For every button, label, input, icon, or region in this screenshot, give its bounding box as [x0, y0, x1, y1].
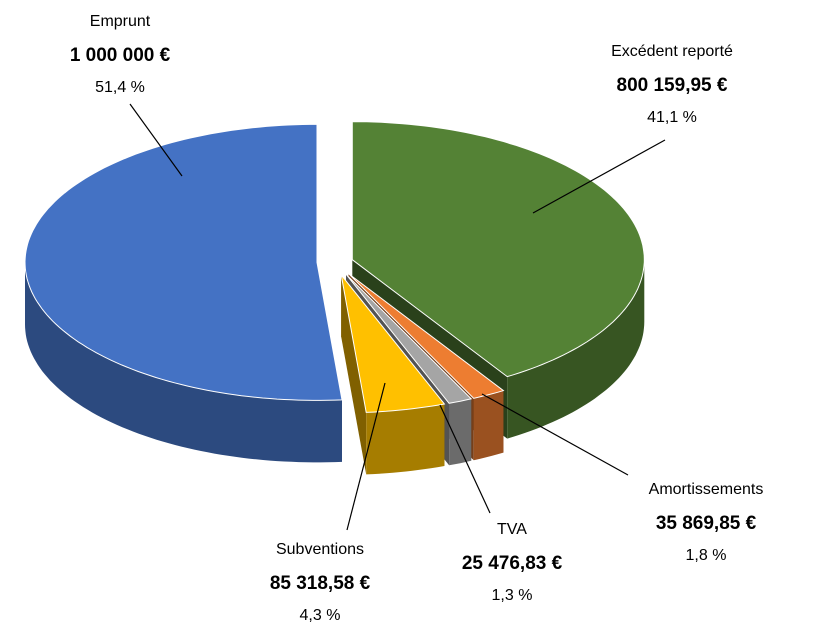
- slice-wall: [473, 390, 504, 461]
- slice: [351, 121, 645, 378]
- slice-name: TVA: [497, 521, 527, 538]
- slice-name: Subventions: [276, 541, 364, 558]
- slice-percent: 51,4 %: [95, 79, 145, 96]
- slice-wall: [449, 398, 472, 466]
- slice-percent: 41,1 %: [647, 109, 697, 126]
- slice-wall: [366, 404, 445, 475]
- slice: [348, 273, 505, 399]
- slice: [24, 123, 343, 401]
- slice-name: Emprunt: [90, 13, 151, 30]
- slice-value: 85 318,58 €: [270, 573, 371, 594]
- slice-name: Excédent reporté: [611, 43, 733, 60]
- slice-side: [341, 274, 367, 475]
- leader-line: [129, 103, 183, 177]
- slice-percent: 4,3 %: [300, 607, 341, 624]
- slice-value: 1 000 000 €: [70, 45, 171, 66]
- leader-line: [439, 404, 491, 514]
- leader-line: [346, 382, 386, 531]
- slice-wall: [25, 262, 342, 463]
- slice-name: Amortissements: [649, 481, 764, 498]
- slice-value: 25 476,83 €: [462, 553, 563, 574]
- leader-line: [532, 139, 666, 214]
- slice: [345, 273, 473, 404]
- slice-wall: [507, 259, 645, 439]
- slice-value: 800 159,95 €: [617, 75, 728, 96]
- leader-line: [481, 393, 629, 476]
- slice-value: 35 869,85 €: [656, 513, 757, 534]
- slice: [340, 274, 446, 413]
- slice-percent: 1,8 %: [686, 547, 727, 564]
- slice-percent: 1,3 %: [492, 587, 533, 604]
